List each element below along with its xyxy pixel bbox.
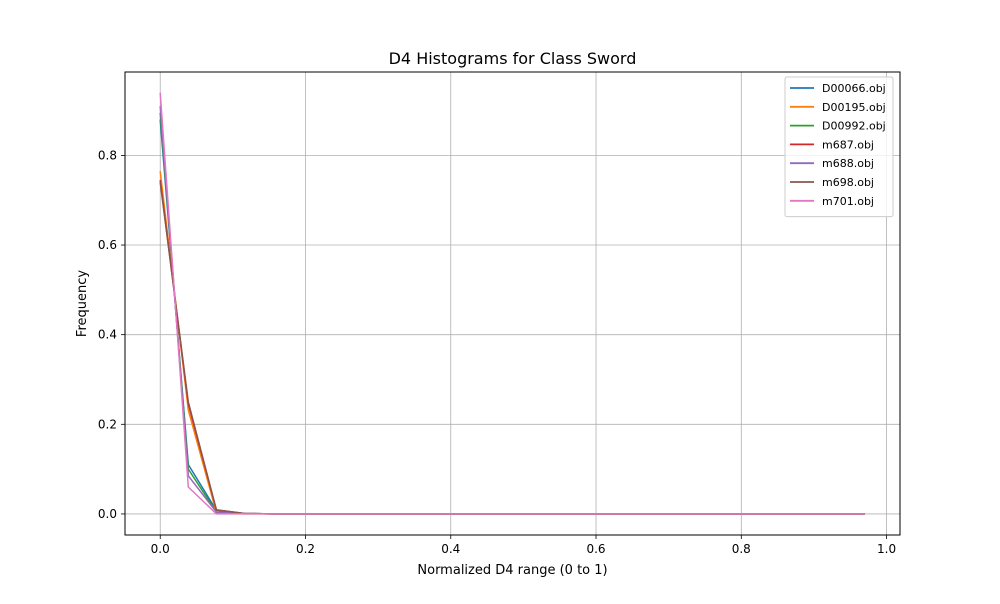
y-axis-label: Frequency bbox=[75, 270, 90, 337]
legend-label: D00992.obj bbox=[822, 120, 886, 133]
x-axis-label: Normalized D4 range (0 to 1) bbox=[417, 563, 607, 578]
x-tick-label: 0.8 bbox=[732, 542, 751, 556]
legend: D00066.obj D00195.obj D00992.obj m687.obj m6… bbox=[784, 76, 894, 218]
y-tick-label: 0.0 bbox=[98, 507, 117, 521]
y-tick-label: 0.8 bbox=[98, 148, 117, 162]
x-tick-label: 1.0 bbox=[877, 542, 896, 556]
axes: 0.0 0.2 0.4 0.6 0.8 1.0 0.0 0.2 0.4 0.6 0.8 bbox=[98, 148, 896, 556]
series-line-6 bbox=[159, 92, 865, 515]
y-tick-label: 0.2 bbox=[98, 417, 117, 431]
plot-frame bbox=[124, 71, 901, 536]
legend-label: m688.obj bbox=[822, 157, 874, 170]
legend-label: m687.obj bbox=[822, 138, 874, 151]
y-tick-label: 0.4 bbox=[98, 328, 117, 342]
legend-label: m701.obj bbox=[822, 195, 874, 208]
x-tick-label: 0.0 bbox=[151, 542, 170, 556]
y-tick-label: 0.6 bbox=[98, 238, 117, 252]
x-tick-label: 0.6 bbox=[586, 542, 605, 556]
legend-label: D00195.obj bbox=[822, 101, 886, 114]
x-tick-label: 0.2 bbox=[296, 542, 315, 556]
chart-title: D4 Histograms for Class Sword bbox=[389, 49, 637, 68]
legend-label: D00066.obj bbox=[822, 82, 886, 95]
x-tick-label: 0.4 bbox=[441, 542, 460, 556]
series-lines bbox=[159, 92, 865, 515]
legend-label: m698.obj bbox=[822, 176, 874, 189]
